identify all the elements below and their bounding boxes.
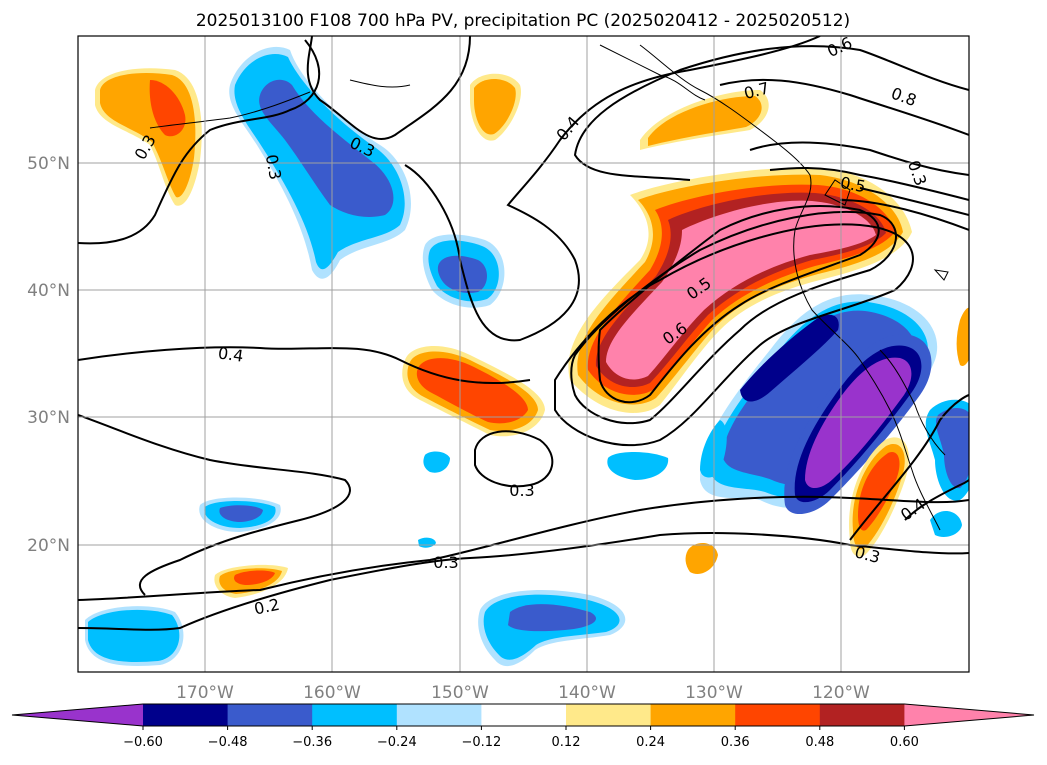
- colorbar-segment: [143, 704, 229, 726]
- colorbar-tick-label: −0.48: [208, 735, 248, 750]
- colorbar-segment: [819, 704, 905, 726]
- negative-anomaly-california: [700, 294, 938, 515]
- colorbar: −0.60 −0.48 −0.36 −0.24 −0.12 0.12 0.24 0.36 0.4…: [11, 703, 1035, 750]
- colorbar-segment: [735, 704, 821, 726]
- pv-contours: [78, 36, 969, 631]
- colorbar-tick-label: −0.60: [123, 735, 163, 750]
- colorbar-segment: [312, 704, 398, 726]
- positive-anomaly-baja: [849, 437, 909, 557]
- small-anomaly-cells: [85, 307, 969, 667]
- map-frame: [77, 35, 970, 673]
- positive-anomaly-subtropical: [402, 345, 545, 437]
- contour-label: 0.2: [252, 595, 281, 619]
- map-area: 0.6 0.7 0.8 0.5 0.4 0.3 0.3 0.5 0.6 0.4 …: [78, 36, 969, 672]
- colorbar-tick-label: −0.24: [377, 735, 417, 750]
- lon-tick-label: 120°W: [812, 683, 870, 703]
- positive-anomaly-northwest: [95, 68, 769, 206]
- contour-label: 0.4: [217, 343, 245, 365]
- contour-label: 0.3: [262, 153, 285, 181]
- gridlines: [78, 36, 969, 672]
- colorbar-tick-label: 0.12: [552, 735, 581, 750]
- colorbar-segment: [396, 704, 482, 726]
- longitude-ticks: 170°W 160°W 150°W 140°W 130°W 120°W: [176, 683, 870, 703]
- coastlines: [149, 44, 949, 531]
- colorbar-tick-label: −0.12: [461, 735, 501, 750]
- map-title: 2025013100 F108 700 hPa PV, precipitatio…: [196, 11, 850, 31]
- lon-tick-label: 170°W: [176, 683, 234, 703]
- colorbar-segment: [481, 704, 567, 726]
- colorbar-segment: [650, 704, 736, 726]
- lon-tick-label: 150°W: [431, 683, 489, 703]
- lat-tick-label: 40°N: [27, 281, 70, 301]
- colorbar-tick-label: −0.36: [292, 735, 332, 750]
- colorbar-segment: [227, 704, 313, 726]
- colorbar-segment: [566, 704, 652, 726]
- colorbar-extend-min: [12, 704, 143, 726]
- lat-tick-label: 50°N: [27, 154, 70, 174]
- colorbar-extend-max: [904, 704, 1034, 726]
- colorbar-tick-label: 0.48: [805, 735, 834, 750]
- colorbar-tick-label: 0.60: [890, 735, 919, 750]
- lon-tick-label: 160°W: [303, 683, 361, 703]
- lat-tick-label: 30°N: [27, 408, 70, 428]
- contour-label: 0.5: [839, 173, 867, 196]
- colorbar-tick-label: 0.36: [721, 735, 750, 750]
- contour-label: 0.3: [433, 553, 458, 572]
- lat-tick-label: 20°N: [27, 536, 70, 556]
- colorbar-tick-label: 0.24: [636, 735, 665, 750]
- contour-label: 0.3: [509, 481, 534, 500]
- lon-tick-label: 130°W: [685, 683, 743, 703]
- lon-tick-label: 140°W: [558, 683, 616, 703]
- latitude-ticks: 50°N 40°N 30°N 20°N: [27, 154, 70, 556]
